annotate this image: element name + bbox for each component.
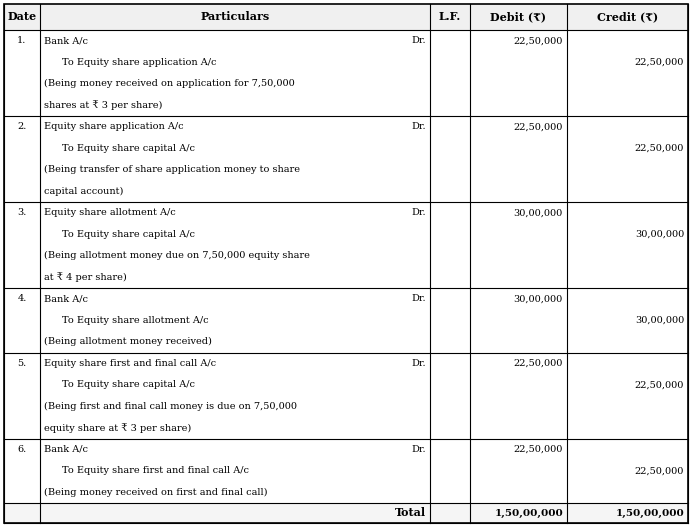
Text: To Equity share allotment A/c: To Equity share allotment A/c bbox=[62, 316, 208, 325]
Text: 2.: 2. bbox=[17, 122, 27, 131]
Bar bbox=[4, 503, 688, 523]
Text: 6.: 6. bbox=[17, 445, 26, 454]
Text: Dr.: Dr. bbox=[411, 122, 426, 131]
Text: shares at ₹ 3 per share): shares at ₹ 3 per share) bbox=[44, 100, 163, 110]
Text: Date: Date bbox=[8, 12, 37, 23]
Text: To Equity share capital A/c: To Equity share capital A/c bbox=[62, 230, 195, 239]
Text: Bank A/c: Bank A/c bbox=[44, 445, 88, 454]
Text: Dr.: Dr. bbox=[411, 359, 426, 368]
Text: 3.: 3. bbox=[17, 208, 27, 217]
Text: Equity share allotment A/c: Equity share allotment A/c bbox=[44, 208, 176, 217]
Text: Dr.: Dr. bbox=[411, 445, 426, 454]
Text: (Being transfer of share application money to share: (Being transfer of share application mon… bbox=[44, 165, 300, 174]
Text: (Being money received on application for 7,50,000: (Being money received on application for… bbox=[44, 79, 295, 89]
Text: (Being allotment money due on 7,50,000 equity share: (Being allotment money due on 7,50,000 e… bbox=[44, 251, 310, 260]
Text: (Being first and final call money is due on 7,50,000: (Being first and final call money is due… bbox=[44, 402, 297, 411]
Text: To Equity share capital A/c: To Equity share capital A/c bbox=[62, 380, 195, 389]
Text: (Being allotment money received): (Being allotment money received) bbox=[44, 337, 212, 346]
Text: To Equity share capital A/c: To Equity share capital A/c bbox=[62, 144, 195, 153]
Text: 30,00,000: 30,00,000 bbox=[513, 294, 563, 303]
Text: Equity share application A/c: Equity share application A/c bbox=[44, 122, 183, 131]
Text: 22,50,000: 22,50,000 bbox=[635, 58, 684, 67]
Text: 1,50,00,000: 1,50,00,000 bbox=[615, 509, 684, 518]
Text: at ₹ 4 per share): at ₹ 4 per share) bbox=[44, 272, 127, 282]
Text: 30,00,000: 30,00,000 bbox=[513, 208, 563, 217]
Text: (Being money received on first and final call): (Being money received on first and final… bbox=[44, 487, 268, 497]
Text: 30,00,000: 30,00,000 bbox=[635, 230, 684, 239]
Bar bbox=[4, 4, 688, 30]
Text: 22,50,000: 22,50,000 bbox=[513, 36, 563, 45]
Text: Bank A/c: Bank A/c bbox=[44, 294, 88, 303]
Text: Debit (₹): Debit (₹) bbox=[491, 12, 547, 23]
Text: To Equity share first and final call A/c: To Equity share first and final call A/c bbox=[62, 466, 249, 475]
Text: Bank A/c: Bank A/c bbox=[44, 36, 88, 45]
Text: capital account): capital account) bbox=[44, 187, 123, 196]
Text: 4.: 4. bbox=[17, 294, 27, 303]
Text: Dr.: Dr. bbox=[411, 208, 426, 217]
Text: Particulars: Particulars bbox=[201, 12, 270, 23]
Text: 22,50,000: 22,50,000 bbox=[635, 466, 684, 475]
Text: 22,50,000: 22,50,000 bbox=[513, 359, 563, 368]
Text: equity share at ₹ 3 per share): equity share at ₹ 3 per share) bbox=[44, 423, 191, 433]
Text: 30,00,000: 30,00,000 bbox=[635, 316, 684, 325]
Text: Credit (₹): Credit (₹) bbox=[597, 12, 658, 23]
Text: 22,50,000: 22,50,000 bbox=[513, 122, 563, 131]
Text: Dr.: Dr. bbox=[411, 294, 426, 303]
Text: L.F.: L.F. bbox=[439, 12, 461, 23]
Text: To Equity share application A/c: To Equity share application A/c bbox=[62, 58, 217, 67]
Text: 5.: 5. bbox=[17, 359, 26, 368]
Text: 22,50,000: 22,50,000 bbox=[513, 445, 563, 454]
Text: 1.: 1. bbox=[17, 36, 27, 45]
Text: 22,50,000: 22,50,000 bbox=[635, 380, 684, 389]
Text: Dr.: Dr. bbox=[411, 36, 426, 45]
Text: 1,50,00,000: 1,50,00,000 bbox=[494, 509, 563, 518]
Text: Equity share first and final call A/c: Equity share first and final call A/c bbox=[44, 359, 216, 368]
Text: Total: Total bbox=[395, 508, 426, 519]
Text: 22,50,000: 22,50,000 bbox=[635, 144, 684, 153]
